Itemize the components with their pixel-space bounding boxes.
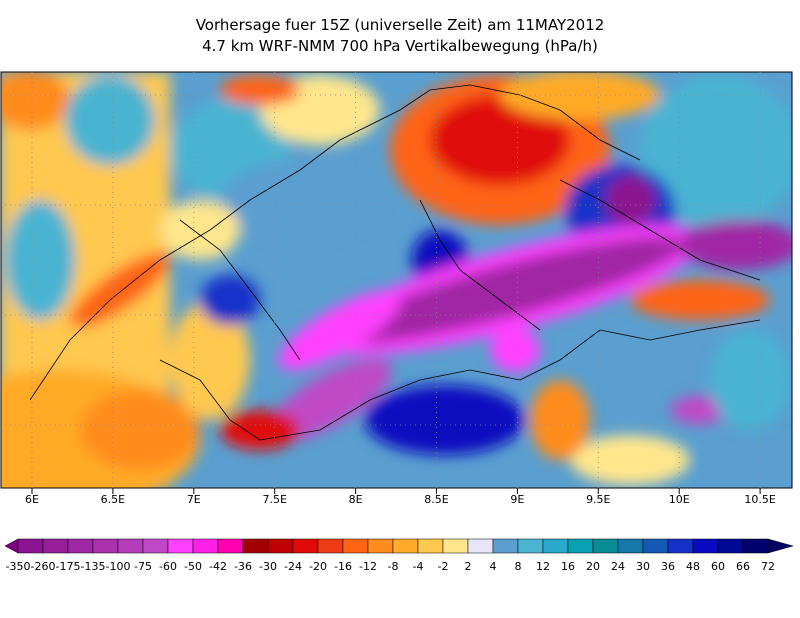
x-tick-label: 9E xyxy=(510,493,524,506)
colorbar-label: -60 xyxy=(159,560,177,573)
colorbar-label: 48 xyxy=(686,560,700,573)
colorbar-swatch xyxy=(17,538,44,554)
colorbar-label: -2 xyxy=(438,560,449,573)
colorbar-label: -4 xyxy=(413,560,424,573)
x-tick-label: 8E xyxy=(349,493,363,506)
colorbar-swatch xyxy=(267,538,294,554)
x-tick-label: 10E xyxy=(669,493,690,506)
colorbar-label: 12 xyxy=(536,560,550,573)
colorbar-label: 66 xyxy=(736,560,750,573)
colorbar-label: 24 xyxy=(611,560,625,573)
colorbar-swatch xyxy=(742,538,769,554)
colorbar-swatch xyxy=(42,538,69,554)
colorbar-label: 16 xyxy=(561,560,575,573)
colorbar-swatch xyxy=(667,538,694,554)
x-tick-label: 8.5E xyxy=(424,493,448,506)
colorbar-end xyxy=(767,538,794,554)
field xyxy=(1,72,792,488)
colorbar-label: -36 xyxy=(234,560,252,573)
colorbar-swatch xyxy=(217,538,244,554)
colorbar-swatch xyxy=(117,538,144,554)
colorbar-swatch xyxy=(642,538,669,554)
colorbar-swatch xyxy=(517,538,544,554)
colorbar-swatch xyxy=(617,538,644,554)
colorbar-label: -75 xyxy=(134,560,152,573)
colorbar-label: 36 xyxy=(661,560,675,573)
subtitle: 4.7 km WRF-NMM 700 hPa Vertikalbewegung … xyxy=(202,37,598,55)
colorbar-swatch xyxy=(717,538,744,554)
colorbar-label: -8 xyxy=(388,560,399,573)
colorbar-label: -100 xyxy=(106,560,131,573)
colorbar-swatch xyxy=(342,538,369,554)
colorbar-swatch xyxy=(442,538,469,554)
colorbar-label: 60 xyxy=(711,560,725,573)
colorbar-label: 20 xyxy=(586,560,600,573)
x-tick-label: 6E xyxy=(25,493,39,506)
colorbar-label: -20 xyxy=(309,560,327,573)
colorbar-label: -16 xyxy=(334,560,352,573)
colorbar-label: -135 xyxy=(81,560,106,573)
colorbar-label: 4 xyxy=(490,560,497,573)
colorbar-end xyxy=(4,538,19,554)
colorbar-swatch xyxy=(467,538,494,554)
colorbar-swatch xyxy=(417,538,444,554)
x-tick-label: 7.5E xyxy=(262,493,286,506)
colorbar-swatch xyxy=(492,538,519,554)
borders xyxy=(29,84,761,441)
x-tick-label: 10.5E xyxy=(744,493,775,506)
colorbar-label: -12 xyxy=(359,560,377,573)
x-tick-label: 7E xyxy=(187,493,201,506)
colorbar-swatch xyxy=(292,538,319,554)
colorbar-label: -24 xyxy=(284,560,302,573)
colorbar-label: 8 xyxy=(515,560,522,573)
colorbar-label: -50 xyxy=(184,560,202,573)
title: Vorhersage fuer 15Z (universelle Zeit) a… xyxy=(196,16,605,34)
colorbar-swatch xyxy=(92,538,119,554)
colorbar-swatch xyxy=(67,538,94,554)
colorbar-label: -42 xyxy=(209,560,227,573)
colorbar-swatch xyxy=(692,538,719,554)
colorbar-swatch xyxy=(317,538,344,554)
colorbar-label: 30 xyxy=(636,560,650,573)
colorbar-swatch xyxy=(242,538,269,554)
colorbar-label: -350 xyxy=(6,560,31,573)
colorbar-label: -30 xyxy=(259,560,277,573)
colorbar-label: 2 xyxy=(465,560,472,573)
colorbar-swatch xyxy=(592,538,619,554)
colorbar-swatch xyxy=(367,538,394,554)
colorbar-swatch xyxy=(142,538,169,554)
colorbar-label: 72 xyxy=(761,560,775,573)
colorbar-swatch xyxy=(167,538,194,554)
graticule xyxy=(1,94,792,426)
colorbar-swatch xyxy=(192,538,219,554)
map-frame xyxy=(0,71,793,489)
colorbar-label: -175 xyxy=(56,560,81,573)
colorbar-label: -260 xyxy=(31,560,56,573)
x-tick-label: 6.5E xyxy=(101,493,125,506)
x-tick-label: 9.5E xyxy=(586,493,610,506)
colorbar-swatch xyxy=(392,538,419,554)
colorbar-swatch xyxy=(542,538,569,554)
colorbar-swatch xyxy=(567,538,594,554)
